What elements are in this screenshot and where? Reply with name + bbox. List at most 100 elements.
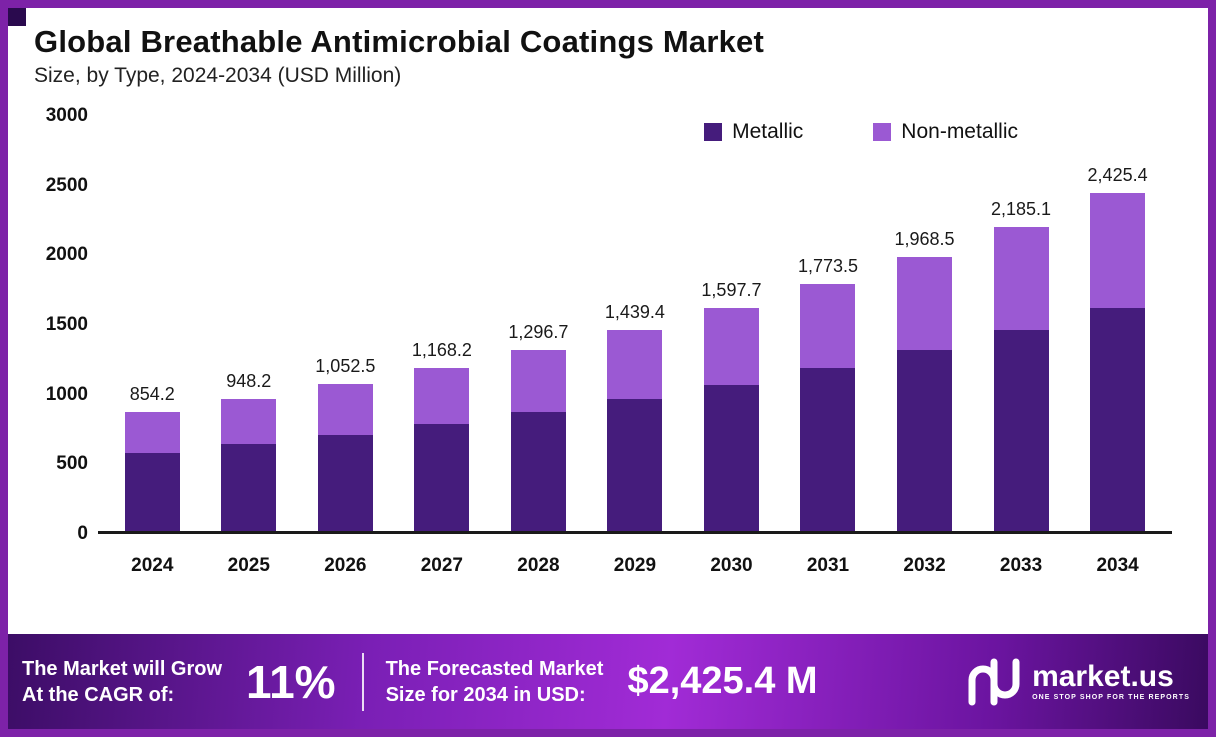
bar-total-label: 1,052.5	[315, 356, 376, 377]
bar-total-label: 2,425.4	[1087, 165, 1148, 186]
segment-non-metallic	[897, 256, 953, 350]
page-title: Global Breathable Antimicrobial Coatings…	[34, 24, 764, 59]
chart-subtitle: Size, by Type, 2024-2034 (USD Million)	[34, 64, 402, 87]
bar-total-label: 1,597.7	[701, 280, 762, 301]
y-tick-label: 0	[77, 523, 88, 544]
bar-group: 1,773.5 2031	[793, 116, 863, 576]
bar-total-label: 1,773.5	[797, 255, 859, 276]
stacked-bar	[993, 226, 1049, 531]
bar-group: 854.2 2024	[117, 116, 187, 576]
corner-decoration	[8, 8, 26, 26]
bar-total-label: 948.2	[226, 370, 272, 391]
segment-metallic	[703, 384, 759, 531]
brand-name: market.us	[1032, 660, 1174, 693]
segment-non-metallic	[124, 412, 180, 453]
bar-group: 2,185.1 2033	[986, 116, 1056, 576]
forecast-caption: The Forecasted Market Size for 2034 in U…	[386, 656, 604, 708]
chart-legend: Metallic Non-metallic	[704, 120, 1018, 144]
brand-text: market.us ONE STOP SHOP FOR THE REPORTS	[1032, 660, 1190, 702]
x-axis-label: 2027	[420, 555, 463, 576]
segment-metallic	[510, 411, 566, 531]
y-tick-label: 1500	[45, 314, 88, 335]
bar-group: 1,296.7 2028	[503, 116, 573, 576]
bar-total-label: 2,185.1	[991, 198, 1052, 219]
stacked-bar	[1090, 193, 1146, 531]
stacked-bar	[703, 308, 759, 531]
stacked-bar	[221, 398, 277, 531]
x-axis-label: 2024	[131, 555, 174, 576]
cagr-caption: The Market will Grow At the CAGR of:	[22, 656, 222, 708]
segment-non-metallic	[317, 384, 373, 435]
stacked-bar	[510, 350, 566, 531]
stats-banner: The Market will Grow At the CAGR of: 11%…	[8, 630, 1208, 729]
forecast-value: $2,425.4 M	[627, 660, 818, 702]
bar-group: 1,439.4 2029	[600, 116, 670, 576]
stacked-bar	[124, 412, 180, 531]
y-tick-label: 2000	[45, 244, 88, 266]
segment-metallic	[897, 349, 953, 531]
y-axis: 0 500 1000 1500 2000 2500 3000	[26, 105, 98, 544]
segment-non-metallic	[414, 368, 470, 425]
segment-metallic	[414, 424, 470, 531]
segment-metallic	[993, 330, 1049, 531]
legend-label: Non-metallic	[901, 120, 1018, 143]
legend-swatch	[704, 123, 723, 141]
segment-metallic	[317, 434, 373, 531]
bar-total-label: 1,968.5	[894, 228, 955, 249]
cagr-caption-line1: The Market will Grow	[22, 657, 223, 680]
segment-metallic	[124, 452, 180, 531]
plot-area: 854.2 2024 948.2 2025 1,052.5 2026 1,168.2 2027…	[98, 116, 1172, 576]
segment-metallic	[1090, 308, 1146, 531]
y-tick-label: 3000	[45, 105, 88, 126]
x-axis-label: 2031	[806, 555, 850, 576]
brand-logo: market.us ONE STOP SHOP FOR THE REPORTS	[966, 658, 1190, 706]
bars-row: 854.2 2024 948.2 2025 1,052.5 2026 1,168.2 2027…	[98, 116, 1172, 576]
segment-non-metallic	[510, 350, 566, 412]
bar-total-label: 1,168.2	[411, 340, 472, 361]
cagr-value: 11%	[246, 655, 336, 708]
segment-non-metallic	[1090, 193, 1146, 309]
segment-metallic	[607, 398, 663, 531]
forecast-caption-line2: Size for 2034 in USD:	[385, 683, 586, 706]
x-axis-label: 2026	[324, 555, 367, 576]
brand-tagline: ONE STOP SHOP FOR THE REPORTS	[1032, 694, 1190, 701]
segment-metallic	[800, 367, 856, 531]
forecast-caption-line1: The Forecasted Market	[385, 657, 604, 680]
legend-label: Metallic	[732, 120, 804, 143]
bar-group: 1,597.7 2030	[696, 116, 766, 576]
segment-non-metallic	[993, 226, 1049, 331]
x-axis-label: 2025	[227, 555, 270, 576]
segment-non-metallic	[221, 398, 277, 444]
x-axis-label: 2028	[517, 555, 560, 576]
chart-card: Global Breathable Antimicrobial Coatings…	[8, 8, 1208, 630]
x-axis-label: 2030	[710, 555, 753, 576]
segment-metallic	[221, 443, 277, 531]
stacked-bar	[897, 256, 953, 531]
segment-non-metallic	[800, 283, 856, 368]
bar-group: 2,425.4 2034	[1083, 116, 1153, 576]
x-axis-label: 2033	[999, 555, 1043, 576]
stacked-bar	[317, 384, 373, 531]
cagr-caption-line2: At the CAGR of:	[22, 683, 175, 706]
segment-non-metallic	[607, 330, 663, 399]
bar-group: 948.2 2025	[214, 116, 284, 576]
bar-group: 1,168.2 2027	[407, 116, 477, 576]
legend-item-non-metallic: Non-metallic	[873, 120, 1018, 144]
x-axis-label: 2034	[1096, 555, 1139, 576]
bar-total-label: 1,439.4	[604, 302, 665, 323]
y-tick-label: 2500	[45, 174, 88, 196]
stacked-bar	[800, 283, 856, 531]
y-tick-label: 1000	[45, 383, 88, 405]
stacked-bar	[607, 330, 663, 531]
bar-total-label: 854.2	[129, 384, 175, 404]
legend-item-metallic: Metallic	[704, 120, 803, 144]
bar-group: 1,968.5 2032	[890, 116, 960, 576]
x-axis-label: 2032	[903, 555, 946, 576]
stacked-bar	[414, 368, 470, 531]
y-tick-label: 500	[56, 453, 88, 475]
plot-wrapper: 0 500 1000 1500 2000 2500 3000 854.2 2024 948.2 2…	[26, 105, 1172, 586]
market-us-logo-icon	[966, 658, 1022, 706]
segment-non-metallic	[703, 308, 759, 385]
legend-swatch	[873, 123, 892, 141]
